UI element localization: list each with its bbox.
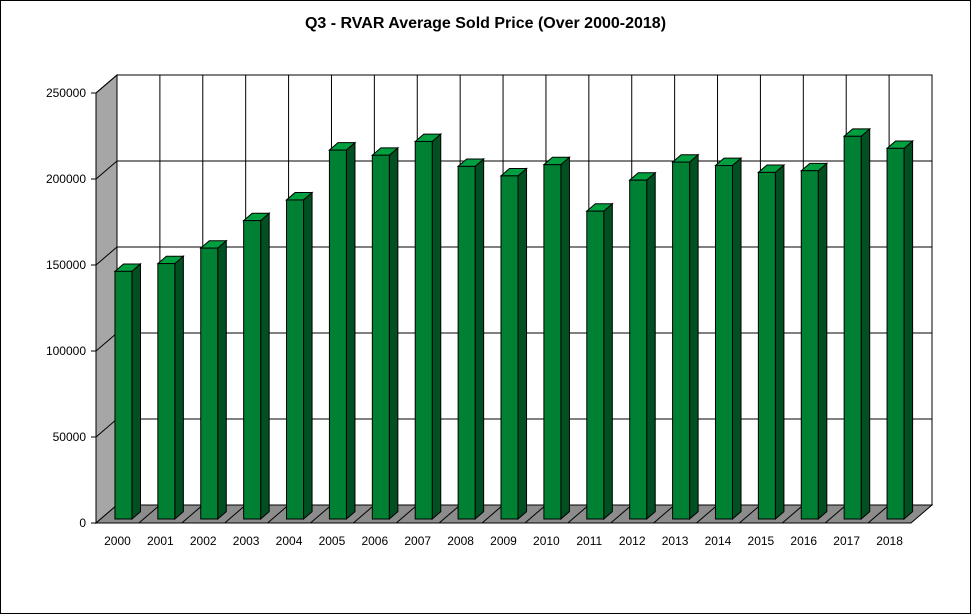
x-tick-label: 2012 (619, 534, 646, 548)
x-tick-label: 2000 (104, 534, 131, 548)
floor-divider (824, 504, 847, 524)
floor-divider (395, 504, 418, 524)
bar (328, 149, 347, 520)
y-tick-label: 50000 (53, 430, 87, 444)
bar-side (388, 146, 399, 521)
bar-side (860, 127, 871, 521)
x-tick-label: 2008 (447, 534, 474, 548)
floor-divider (181, 504, 204, 524)
bar (500, 175, 519, 520)
bar-side (431, 132, 442, 521)
x-tick-label: 2017 (833, 534, 860, 548)
floor-divider (481, 504, 504, 524)
x-tick-label: 2014 (705, 534, 732, 548)
floor-divider (781, 504, 804, 524)
bar (629, 179, 648, 520)
floor-divider (524, 504, 547, 524)
x-tick-label: 2010 (533, 534, 560, 548)
x-tick-label: 2001 (147, 534, 174, 548)
floor-divider (567, 504, 590, 524)
y-tick-label: 200000 (46, 172, 86, 186)
x-tick-label: 2005 (319, 534, 346, 548)
y-tick-label: 150000 (46, 258, 86, 272)
floor-divider (653, 504, 675, 524)
bar-side (303, 191, 313, 521)
x-tick-label: 2016 (790, 534, 817, 548)
bar-side (217, 239, 227, 521)
bar-side (260, 212, 270, 521)
x-tick-label: 2003 (233, 534, 260, 548)
gridline-side (95, 332, 118, 352)
floor-divider (224, 504, 247, 524)
x-tick-label: 2004 (276, 534, 303, 548)
y-tick-label: 250000 (46, 86, 86, 100)
gridline-side (95, 418, 118, 438)
gridline-side (95, 246, 118, 266)
floor-divider (310, 504, 332, 524)
x-tick-label: 2011 (576, 534, 602, 548)
x-tick-label: 2013 (662, 534, 689, 548)
y-tick-label: 100000 (46, 344, 86, 358)
bar-side (731, 157, 742, 521)
floor-divider (610, 504, 633, 524)
floor-divider (353, 504, 375, 524)
x-tick-label: 2015 (748, 534, 775, 548)
bar-side (517, 167, 528, 521)
bar (757, 171, 776, 520)
bar (286, 199, 305, 520)
x-tick-label: 2007 (404, 534, 431, 548)
x-tick-label: 2009 (490, 534, 517, 548)
floor-divider (867, 504, 890, 524)
x-tick-label: 2006 (361, 534, 388, 548)
bar (200, 247, 219, 520)
bar (843, 135, 862, 520)
chart-title: Q3 - RVAR Average Sold Price (Over 2000-… (304, 15, 667, 32)
gridline-side (95, 74, 118, 94)
bar-side (131, 262, 141, 521)
bar-side (646, 171, 656, 521)
bar-side (603, 202, 613, 521)
bar (672, 161, 691, 520)
bar (157, 263, 176, 520)
floor-divider (739, 504, 761, 524)
bar-side (174, 255, 184, 521)
y-tick-label: 0 (79, 516, 86, 530)
floor-divider (138, 504, 161, 524)
bar-side (560, 156, 570, 521)
side-wall (95, 73, 118, 525)
bar (886, 147, 905, 520)
floor-divider (267, 504, 289, 524)
bar (243, 220, 262, 520)
x-tick-label: 2002 (190, 534, 217, 548)
bar-side (345, 141, 356, 521)
gridline-side (95, 160, 118, 180)
bar-side (689, 153, 699, 521)
bar (371, 154, 390, 520)
bar (457, 165, 476, 520)
bar (586, 210, 605, 520)
floor-divider (438, 504, 461, 524)
bar (800, 170, 819, 520)
bar (414, 140, 433, 520)
bar-side (474, 157, 485, 521)
bar-side (774, 163, 785, 521)
bar-side (903, 139, 914, 521)
bar-side (817, 162, 828, 521)
x-tick-label: 2018 (876, 534, 903, 548)
bar (714, 165, 733, 520)
bar (543, 164, 562, 520)
bar (114, 270, 133, 520)
floor-divider (696, 504, 718, 524)
